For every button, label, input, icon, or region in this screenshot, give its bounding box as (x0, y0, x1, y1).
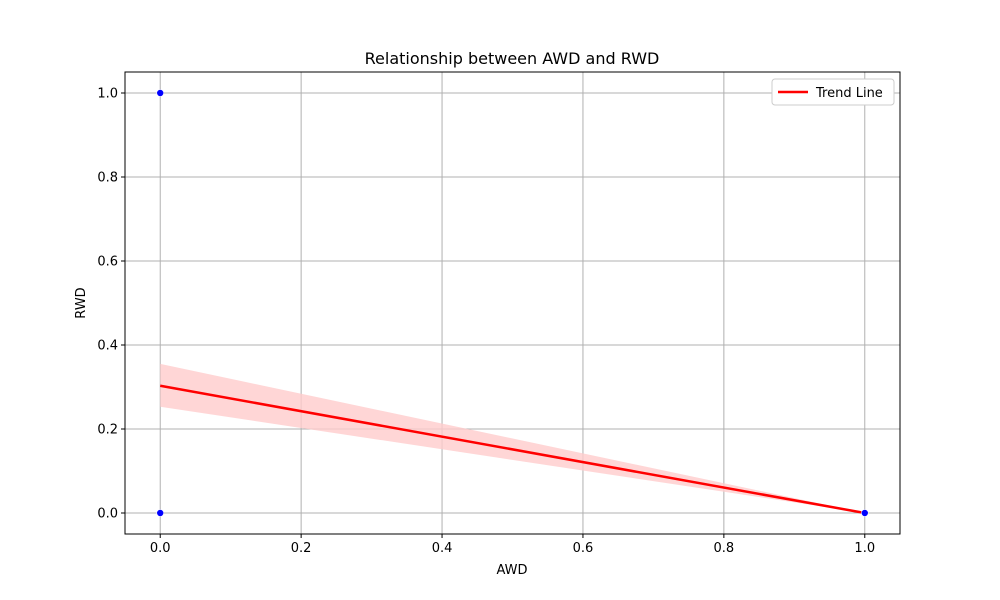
scatter-point-2 (860, 509, 869, 517)
y-axis-ticks: 0.0 0.2 0.4 0.6 0.8 1.0 (97, 87, 125, 522)
y-tick-label-1: 0.2 (97, 423, 118, 438)
grid (125, 72, 900, 534)
confidence-band (160, 363, 865, 513)
x-tick-label-3: 0.6 (573, 541, 594, 556)
legend-label-trend-line: Trend Line (815, 86, 883, 101)
y-tick-label-5: 1.0 (97, 87, 118, 102)
x-tick-label-5: 1.0 (854, 541, 875, 556)
x-axis-label: AWD (496, 563, 527, 578)
y-axis-label: RWD (74, 287, 89, 318)
scatter-point-1 (156, 509, 165, 517)
plot-frame (124, 71, 901, 535)
y-tick-label-0: 0.0 (97, 507, 118, 522)
scatter-point-0 (156, 89, 165, 97)
legend: Trend Line (771, 78, 895, 106)
y-tick-label-3: 0.6 (97, 255, 118, 270)
x-tick-label-2: 0.4 (432, 541, 453, 556)
chart-title: Relationship between AWD and RWD (365, 49, 660, 68)
y-tick-label-2: 0.4 (97, 339, 118, 354)
legend-box (771, 78, 895, 106)
confidence-band-layer (160, 363, 865, 513)
trend-line (160, 384, 865, 515)
trend-line-layer (160, 384, 865, 515)
x-axis-ticks: 0.0 0.2 0.4 0.6 0.8 1.0 (150, 534, 875, 556)
x-tick-label-0: 0.0 (150, 541, 171, 556)
x-tick-label-1: 0.2 (291, 541, 312, 556)
y-tick-label-4: 0.8 (97, 171, 118, 186)
x-tick-label-4: 0.8 (714, 541, 735, 556)
scatter-points (156, 89, 869, 517)
